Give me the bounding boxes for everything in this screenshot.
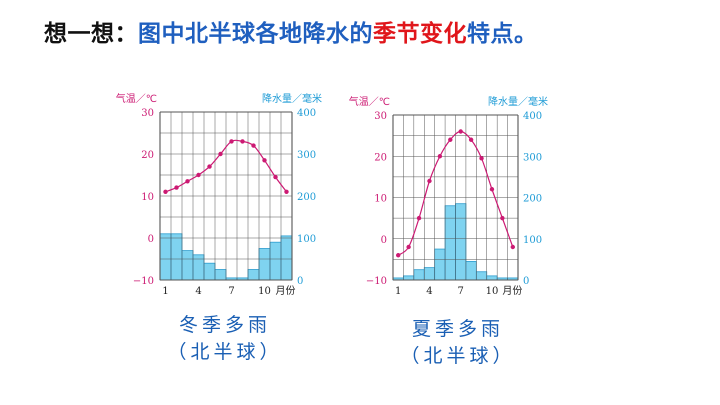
precip-bar [475, 271, 488, 281]
temperature-point [489, 187, 495, 192]
precip-bar [247, 269, 260, 281]
precip-bar [455, 203, 467, 281]
temperature-point [185, 179, 190, 184]
precip-bar [434, 248, 446, 281]
precip-bar [203, 262, 216, 281]
temp-axis-label: 气温／℃ [116, 92, 157, 105]
temperature-point [406, 244, 411, 250]
temp-tick-label: 10 [374, 194, 387, 205]
precip-bar [465, 261, 477, 281]
title-part-end: 特点。 [467, 21, 538, 47]
temperature-point [427, 178, 432, 184]
precip-bar [181, 250, 194, 281]
precip-tick-label: 100 [297, 234, 316, 245]
precip-bar [170, 233, 183, 281]
temperature-point [510, 244, 515, 250]
temp-tick-label: −10 [366, 276, 387, 287]
precip-bar [486, 275, 498, 281]
month-tick-label: 7 [458, 286, 464, 297]
month-tick-label: 1 [162, 286, 168, 297]
temperature-point [448, 137, 453, 142]
precip-tick-label: 300 [523, 152, 542, 163]
precip-bar [280, 235, 293, 281]
temperature-point [196, 172, 201, 178]
precip-bar [192, 254, 205, 281]
month-tick-label: 4 [426, 286, 432, 297]
temperature-point [437, 154, 443, 159]
temperature-point [262, 158, 267, 163]
month-tick-label: 7 [228, 286, 234, 297]
temp-tick-label: 20 [141, 150, 154, 161]
precip-tick-label: 0 [523, 276, 529, 287]
temp-tick-label: 20 [374, 152, 387, 163]
precip-bar [214, 269, 227, 281]
temperature-point [218, 151, 223, 157]
precip-bar [423, 267, 436, 281]
caption-winter-line2: （北半球） [167, 341, 283, 363]
slide-title: 想一想：图中北半球各地降水的季节变化特点。 [44, 14, 538, 48]
precip-bar [159, 233, 172, 281]
temp-tick-label: 30 [141, 108, 154, 119]
caption-winter-line1: 冬季多雨 [178, 314, 271, 336]
temperature-point [251, 143, 256, 148]
precip-bar [258, 248, 271, 281]
caption-winter-rain: 冬季多雨 （北半球） [160, 312, 290, 366]
temp-tick-label: 30 [374, 111, 387, 122]
temperature-point [284, 189, 289, 194]
caption-summer-line1: 夏季多雨 [411, 318, 504, 340]
temperature-line [397, 130, 514, 256]
temp-axis-label: 气温／℃ [349, 95, 390, 108]
title-part-question: 图中北半球各地降水的 [138, 21, 373, 47]
month-axis-label: 月份 [276, 285, 296, 297]
caption-summer-rain: 夏季多雨 （北半球） [393, 316, 523, 370]
precip-bar [413, 269, 425, 281]
temperature-point [468, 137, 474, 142]
temperature-point [458, 129, 463, 134]
precip-tick-label: 400 [297, 108, 316, 119]
caption-summer-line2: （北半球） [400, 345, 516, 367]
precip-tick-label: 200 [297, 192, 316, 203]
month-tick-label: 4 [195, 286, 201, 297]
precip-tick-label: 100 [523, 235, 542, 246]
precip-bar [403, 275, 415, 281]
precip-axis-label: 降水量／毫米 [262, 92, 322, 105]
precip-axis-label: 降水量／毫米 [488, 95, 548, 108]
temperature-point [416, 215, 422, 221]
precip-bar [269, 241, 282, 281]
temperature-point [479, 156, 484, 161]
temperature-point [207, 164, 212, 169]
month-tick-label: 1 [395, 286, 401, 297]
temperature-point [273, 174, 278, 180]
temp-tick-label: 10 [141, 192, 154, 203]
precip-bar [444, 205, 456, 281]
month-tick-label: 10 [258, 286, 271, 297]
precip-tick-label: 300 [297, 150, 316, 161]
temperature-point [396, 253, 401, 258]
temperature-point [240, 139, 245, 144]
precip-tick-label: 400 [523, 111, 542, 122]
temperature-point [174, 185, 179, 190]
title-part-highlight: 季节变化 [373, 21, 467, 47]
temp-tick-label: −10 [133, 276, 154, 287]
temp-tick-label: 0 [148, 234, 154, 245]
temperature-point [229, 139, 234, 144]
month-axis-label: 月份 [502, 285, 522, 297]
month-tick-label: 10 [486, 286, 499, 297]
temperature-point [500, 215, 505, 221]
temperature-point [163, 189, 168, 194]
precip-tick-label: 0 [297, 276, 303, 287]
title-part-think: 想一想： [44, 21, 138, 47]
precip-tick-label: 200 [523, 194, 542, 205]
temp-tick-label: 0 [381, 235, 387, 246]
